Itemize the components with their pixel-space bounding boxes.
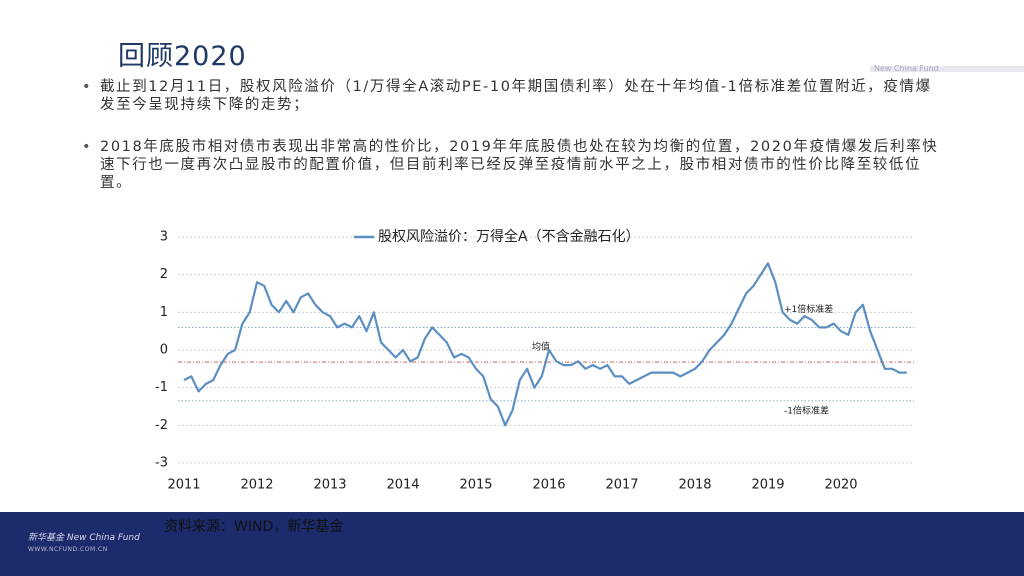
header-rule [870,66,1024,72]
y-tick-label: -2 [155,418,168,433]
y-tick-label: 1 [160,305,168,320]
y-tick-label: 3 [160,230,168,245]
bullet: 截止到12月11日，股权风险溢价（1/万得全A滚动PE-10年期国债利率）处在十… [82,78,940,114]
y-tick-label: -3 [155,456,168,471]
reference-label: 均值 [532,341,550,353]
data-line [183,262,907,427]
footer-url: WWW.NCFUND.COM.CN [28,546,108,553]
x-tick-label: 2015 [459,478,492,493]
footer-band [0,512,1024,576]
y-tick-label: 0 [160,343,168,358]
bullet: 2018年底股市相对债市表现出非常高的性价比，2019年年底股债也处在较为均衡的… [82,138,940,192]
x-tick-label: 2017 [605,478,638,493]
x-tick-label: 2014 [386,478,419,493]
x-tick-label: 2016 [532,478,565,493]
y-tick-label: -1 [155,380,168,395]
reference-label: +1倍标准差 [784,303,833,315]
x-tick-label: 2018 [678,478,711,493]
legend-label: 股权风险溢价：万得全A（不含金融石化） [378,228,640,245]
source-note: 资料来源：WIND，新华基金 [164,519,344,535]
x-tick-label: 2012 [240,478,273,493]
slide-title: 回顾2020 [118,41,247,72]
y-tick-label: 2 [160,267,168,282]
reference-label: -1倍标准差 [784,404,829,416]
footer-brand: 新华基金 New China Fund [28,533,140,543]
x-tick-label: 2011 [167,478,200,493]
x-tick-label: 2013 [313,478,346,493]
chart: -3 -2 -1 0 1 2 3 2011 2012 2013 2014 2015 2016 2017 20… [155,228,914,493]
header-brand: New China Fund [874,64,939,73]
x-tick-label: 2020 [824,478,857,493]
x-tick-label: 2019 [751,478,784,493]
